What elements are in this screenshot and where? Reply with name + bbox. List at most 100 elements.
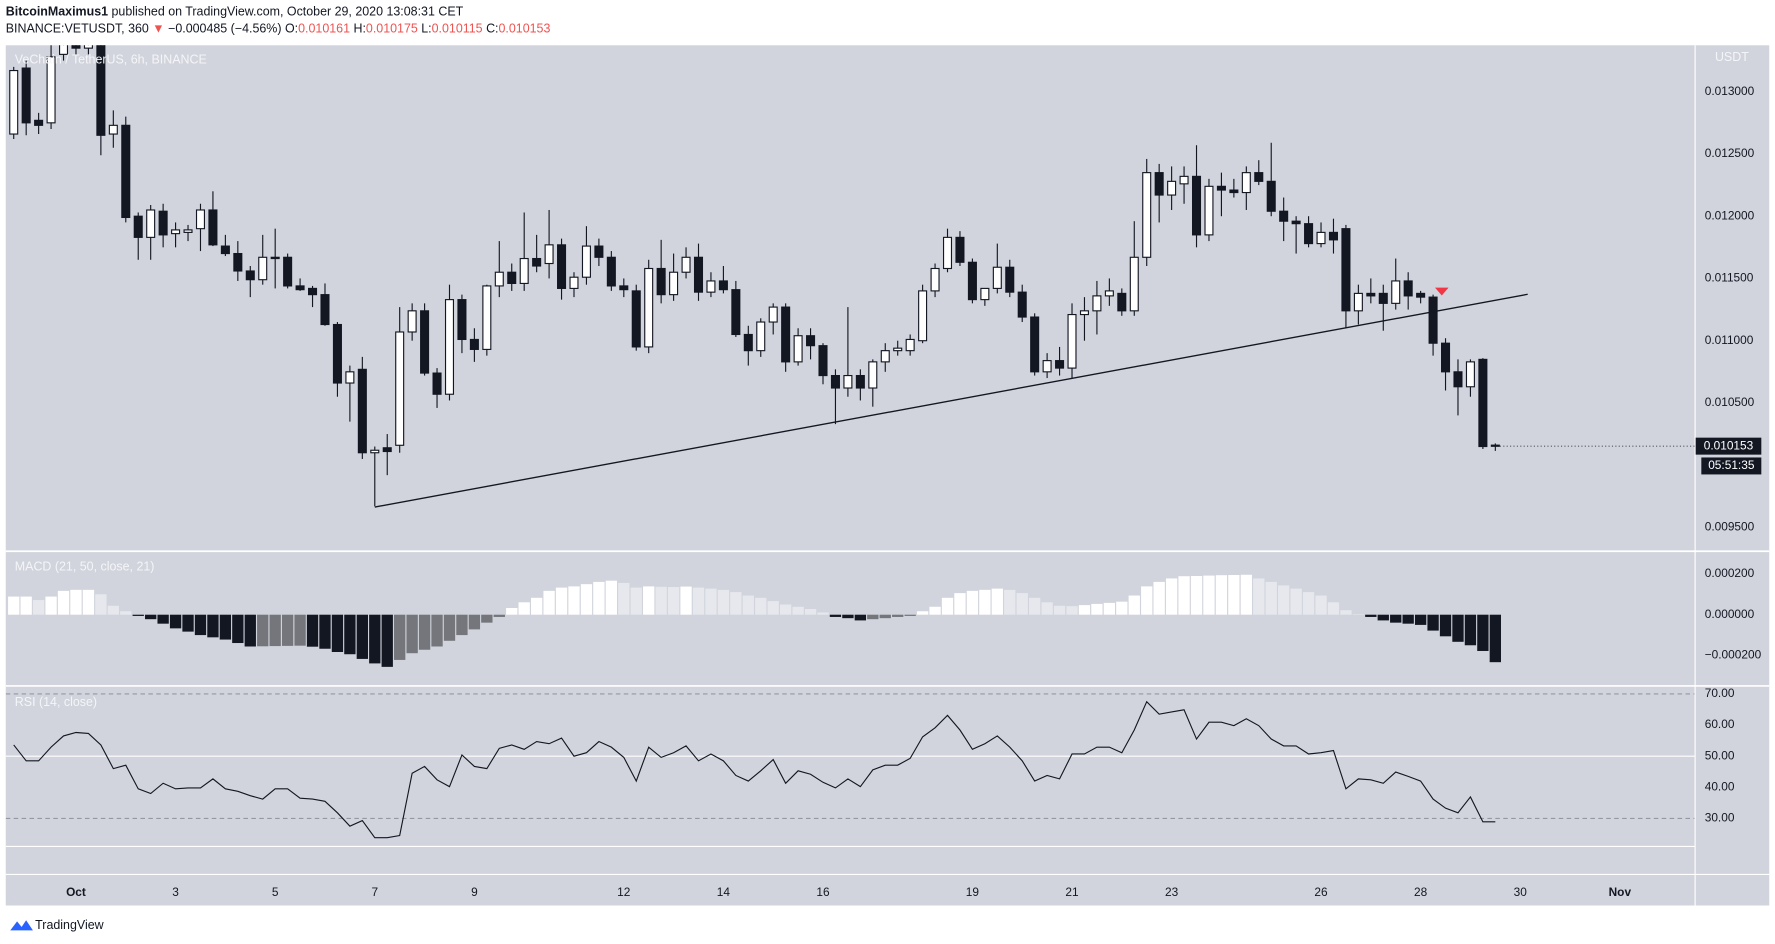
- histogram-bar: [8, 596, 20, 615]
- histogram-bar: [269, 614, 281, 647]
- candle-body: [793, 335, 803, 363]
- histogram-bar: [1215, 575, 1228, 615]
- histogram-bar: [1053, 605, 1066, 615]
- candle-body: [357, 368, 367, 454]
- trendline: [374, 293, 1528, 508]
- histogram-bar: [1477, 614, 1489, 651]
- candle-body: [295, 285, 305, 291]
- x-tick-label: 3: [172, 885, 179, 899]
- histogram-bar: [95, 594, 107, 615]
- logo-icon: [10, 920, 33, 931]
- candle-body: [669, 271, 679, 296]
- y-tick-label: 50.00: [1705, 748, 1735, 762]
- histogram-bar: [169, 614, 182, 629]
- histogram-bar: [892, 614, 904, 617]
- y-tick-label: 0.009500: [1705, 520, 1755, 534]
- x-tick-label: 9: [471, 885, 478, 899]
- y-tick-label: 0.010500: [1705, 395, 1755, 409]
- candle-body: [1204, 185, 1214, 236]
- y-tick-label: 0.012000: [1705, 208, 1755, 222]
- candle-body: [444, 299, 455, 395]
- histogram-bar: [1302, 592, 1315, 615]
- candle-body: [731, 289, 741, 336]
- candle-body: [619, 285, 629, 291]
- candle-body: [606, 256, 616, 287]
- x-tick-label: 26: [1314, 885, 1328, 899]
- candle-body: [1241, 172, 1251, 194]
- candle-body: [806, 335, 816, 347]
- histogram-bar: [1153, 581, 1165, 615]
- candle-body: [171, 229, 181, 235]
- candle-body: [1030, 316, 1040, 373]
- pane-title: MACD (21, 50, close, 21): [15, 559, 155, 573]
- histogram-bar: [1402, 614, 1414, 624]
- pane-title: RSI (14, close): [15, 695, 97, 709]
- histogram-bar: [1178, 576, 1190, 615]
- histogram-bar: [555, 587, 568, 615]
- candle-body: [519, 257, 529, 284]
- histogram-bar: [655, 586, 667, 615]
- axis-unit: USDT: [1715, 50, 1749, 64]
- histogram-bar: [1278, 585, 1290, 615]
- candle-body: [743, 333, 753, 352]
- candle-body: [656, 267, 666, 296]
- histogram-bar: [207, 614, 219, 638]
- candle-body: [1316, 231, 1326, 245]
- candle-body: [370, 449, 380, 454]
- histogram-bar: [394, 614, 406, 660]
- histogram-bar: [630, 587, 642, 615]
- histogram-bar: [182, 614, 194, 632]
- candle-body: [781, 306, 791, 363]
- histogram-bar: [1414, 614, 1427, 625]
- x-tick-label: 21: [1065, 885, 1079, 899]
- candle-body: [718, 280, 728, 291]
- candle-body: [980, 287, 990, 301]
- candle-body: [183, 229, 193, 233]
- histogram-bar: [306, 614, 319, 647]
- histogram-bar: [1365, 614, 1377, 617]
- candle-body: [644, 267, 654, 348]
- histogram-bar: [344, 614, 356, 655]
- histogram-bar: [1489, 614, 1501, 663]
- candle-body: [1042, 360, 1052, 373]
- histogram-bar: [667, 587, 680, 615]
- candle-body: [1304, 223, 1314, 245]
- ohlc-prefix: O:: [285, 22, 298, 36]
- histogram-bar: [829, 614, 842, 617]
- x-tick-label: 7: [371, 885, 378, 899]
- candle-body: [1490, 444, 1500, 447]
- ohlc-prefix: H:: [353, 22, 365, 36]
- candle-body: [1104, 290, 1114, 297]
- candle-body: [233, 252, 243, 272]
- histogram-bar: [1091, 603, 1103, 615]
- macd-pane: [8, 574, 1501, 667]
- author: BitcoinMaximus1: [6, 5, 108, 19]
- histogram-bar: [1427, 614, 1439, 631]
- x-tick-label: Nov: [1609, 885, 1632, 899]
- y-tick-label: 70.00: [1705, 686, 1735, 700]
- histogram-bar: [431, 614, 443, 647]
- candle-body: [83, 45, 93, 49]
- candle-body: [245, 270, 255, 281]
- y-tick-label: 0.000000: [1705, 607, 1755, 621]
- candle-body: [581, 245, 591, 278]
- histogram-bar: [356, 614, 368, 659]
- histogram-bar: [854, 614, 867, 621]
- y-tick-label: 0.011500: [1705, 271, 1754, 285]
- candle-body: [1154, 172, 1164, 196]
- candle-body: [158, 210, 168, 236]
- candle-body: [1142, 172, 1152, 258]
- candle-body: [830, 374, 840, 389]
- histogram-bar: [605, 580, 618, 615]
- histogram-bar: [680, 586, 692, 615]
- x-tick-label: 14: [717, 885, 731, 899]
- candle-body: [121, 124, 131, 219]
- histogram-bar: [916, 611, 929, 615]
- histogram-bar: [618, 582, 630, 615]
- ohlc-value: 0.010161: [298, 22, 350, 36]
- candle-body: [308, 287, 318, 296]
- change-arrow: ▼: [152, 22, 164, 36]
- candle-body: [332, 323, 342, 384]
- x-tick-label: 12: [617, 885, 630, 899]
- candle-body: [96, 45, 106, 136]
